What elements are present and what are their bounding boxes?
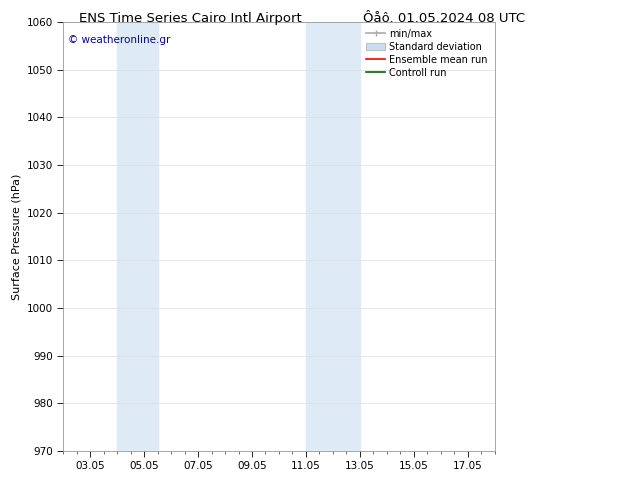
Text: ENS Time Series Cairo Intl Airport: ENS Time Series Cairo Intl Airport — [79, 12, 302, 25]
Bar — [117, 22, 158, 451]
Text: © weatheronline.gr: © weatheronline.gr — [68, 35, 170, 45]
Text: Ôåô. 01.05.2024 08 UTC: Ôåô. 01.05.2024 08 UTC — [363, 12, 525, 25]
Legend: min/max, Standard deviation, Ensemble mean run, Controll run: min/max, Standard deviation, Ensemble me… — [364, 27, 489, 79]
Bar — [306, 22, 359, 451]
Y-axis label: Surface Pressure (hPa): Surface Pressure (hPa) — [11, 173, 21, 299]
